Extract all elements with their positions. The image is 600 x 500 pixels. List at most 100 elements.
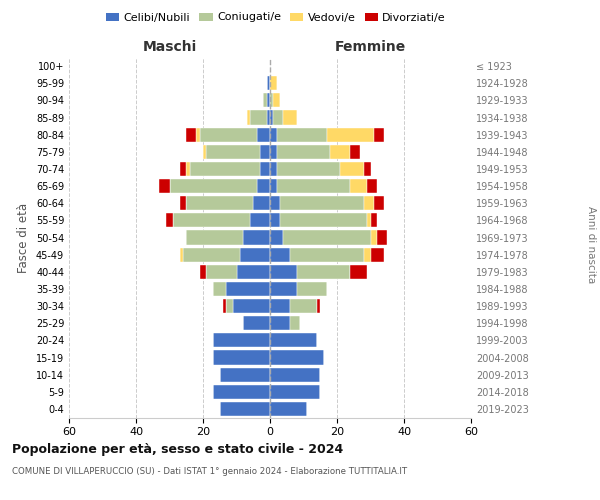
Text: Maschi: Maschi bbox=[142, 40, 197, 54]
Bar bbox=[374, 128, 384, 141]
Bar bbox=[283, 110, 297, 124]
Bar bbox=[270, 368, 320, 382]
Bar bbox=[257, 128, 270, 141]
Bar bbox=[270, 128, 277, 141]
Bar bbox=[270, 196, 280, 210]
Bar bbox=[266, 110, 270, 124]
Bar bbox=[270, 214, 280, 228]
Bar bbox=[166, 214, 173, 228]
Bar bbox=[206, 265, 236, 279]
Bar bbox=[270, 350, 323, 364]
Bar bbox=[220, 402, 270, 416]
Bar bbox=[213, 282, 226, 296]
Bar bbox=[260, 145, 270, 159]
Bar bbox=[277, 179, 350, 193]
Bar bbox=[213, 385, 270, 399]
Bar bbox=[253, 196, 270, 210]
Bar bbox=[277, 145, 331, 159]
Bar bbox=[200, 265, 206, 279]
Bar bbox=[226, 282, 270, 296]
Bar bbox=[371, 248, 384, 262]
Bar bbox=[236, 265, 270, 279]
Bar bbox=[250, 214, 270, 228]
Bar bbox=[270, 145, 277, 159]
Bar bbox=[283, 230, 371, 244]
Bar bbox=[266, 76, 270, 90]
Bar bbox=[226, 299, 233, 313]
Bar bbox=[277, 128, 327, 141]
Bar bbox=[243, 316, 270, 330]
Bar bbox=[350, 145, 361, 159]
Bar bbox=[274, 94, 280, 108]
Bar bbox=[179, 248, 183, 262]
Bar bbox=[317, 299, 320, 313]
Bar bbox=[371, 214, 377, 228]
Bar bbox=[340, 162, 364, 176]
Bar bbox=[170, 179, 257, 193]
Bar bbox=[196, 128, 200, 141]
Text: Popolazione per età, sesso e stato civile - 2024: Popolazione per età, sesso e stato civil… bbox=[12, 442, 343, 456]
Bar bbox=[206, 145, 260, 159]
Bar bbox=[263, 94, 266, 108]
Bar bbox=[200, 128, 257, 141]
Bar bbox=[270, 110, 274, 124]
Bar bbox=[270, 248, 290, 262]
Y-axis label: Fasce di età: Fasce di età bbox=[17, 202, 30, 272]
Bar bbox=[250, 110, 266, 124]
Bar bbox=[364, 162, 371, 176]
Text: Femmine: Femmine bbox=[335, 40, 406, 54]
Bar bbox=[331, 145, 350, 159]
Bar bbox=[327, 128, 374, 141]
Bar bbox=[247, 110, 250, 124]
Bar bbox=[203, 145, 206, 159]
Bar bbox=[243, 230, 270, 244]
Bar bbox=[280, 214, 367, 228]
Bar bbox=[190, 162, 260, 176]
Bar bbox=[179, 162, 186, 176]
Bar bbox=[173, 214, 250, 228]
Bar bbox=[183, 248, 240, 262]
Bar bbox=[179, 196, 186, 210]
Text: Anni di nascita: Anni di nascita bbox=[586, 206, 596, 284]
Bar bbox=[213, 334, 270, 347]
Bar bbox=[240, 248, 270, 262]
Bar bbox=[270, 94, 274, 108]
Bar bbox=[350, 179, 367, 193]
Bar bbox=[270, 299, 290, 313]
Legend: Celibi/Nubili, Coniugati/e, Vedovi/e, Divorziati/e: Celibi/Nubili, Coniugati/e, Vedovi/e, Di… bbox=[101, 8, 451, 27]
Bar bbox=[270, 162, 277, 176]
Bar bbox=[270, 179, 277, 193]
Bar bbox=[270, 385, 320, 399]
Bar bbox=[270, 334, 317, 347]
Bar bbox=[186, 162, 190, 176]
Bar bbox=[367, 179, 377, 193]
Bar bbox=[270, 402, 307, 416]
Bar bbox=[260, 162, 270, 176]
Bar bbox=[270, 76, 277, 90]
Bar bbox=[364, 196, 374, 210]
Bar bbox=[290, 316, 300, 330]
Bar bbox=[186, 230, 243, 244]
Bar bbox=[186, 128, 196, 141]
Bar bbox=[270, 265, 297, 279]
Bar bbox=[374, 196, 384, 210]
Bar bbox=[257, 179, 270, 193]
Bar bbox=[233, 299, 270, 313]
Bar bbox=[297, 265, 350, 279]
Bar bbox=[367, 214, 371, 228]
Bar bbox=[290, 248, 364, 262]
Bar bbox=[270, 282, 297, 296]
Bar bbox=[186, 196, 253, 210]
Bar bbox=[213, 350, 270, 364]
Bar bbox=[266, 94, 270, 108]
Bar bbox=[364, 248, 371, 262]
Bar bbox=[270, 316, 290, 330]
Bar bbox=[277, 162, 340, 176]
Bar bbox=[274, 110, 283, 124]
Bar bbox=[280, 196, 364, 210]
Bar bbox=[377, 230, 387, 244]
Bar bbox=[290, 299, 317, 313]
Bar bbox=[297, 282, 327, 296]
Bar bbox=[160, 179, 170, 193]
Bar bbox=[350, 265, 367, 279]
